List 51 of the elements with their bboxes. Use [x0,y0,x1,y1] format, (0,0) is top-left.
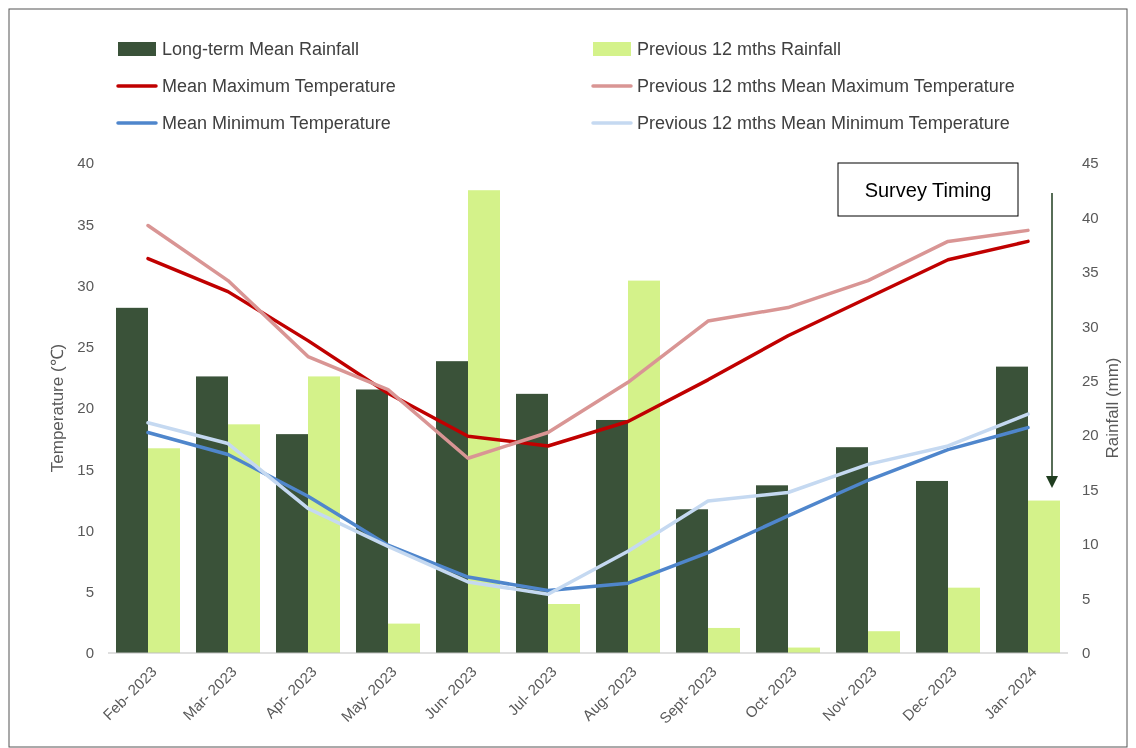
y2-tick-label: 5 [1082,589,1091,607]
y-tick-label: 40 [77,154,94,172]
bar [196,376,228,653]
y2-axis-title: Rainfall (mm) [1103,357,1122,459]
bar [356,389,388,653]
y-tick-label: 20 [77,399,94,417]
bar [628,280,660,653]
bar [548,604,580,653]
bar [868,631,900,653]
y2-tick-label: 0 [1082,644,1091,662]
legend-label: Long-term Mean Rainfall [162,39,360,60]
y2-tick-label: 45 [1082,154,1099,172]
legend-label: Previous 12 mths Mean Maximum Temperature [637,76,1015,97]
y-tick-label: 30 [77,276,94,294]
legend-label: Previous 12 mths Rainfall [637,39,842,60]
bar [276,434,308,653]
y2-tick-label: 25 [1082,372,1099,390]
y-tick-label: 5 [85,583,94,600]
bar [596,419,628,653]
y-tick-label: 0 [85,644,94,662]
bar [836,447,868,653]
bar [756,485,788,653]
y2-tick-label: 20 [1082,426,1099,444]
bar [436,361,468,653]
bar [996,366,1028,653]
bar [708,627,740,653]
y2-tick-label: 40 [1082,208,1099,226]
y2-tick-label: 15 [1082,480,1099,498]
bar [516,393,548,653]
bar [468,190,500,653]
y-tick-label: 35 [77,215,94,233]
y2-tick-label: 10 [1082,535,1099,553]
legend-label: Mean Minimum Temperature [162,113,391,134]
bar [308,376,340,653]
bar [228,424,260,653]
bar [948,587,980,653]
bar [916,480,948,653]
y-tick-label: 10 [77,521,94,539]
bar [116,307,148,653]
y-tick-label: 15 [77,460,94,478]
bar [388,623,420,653]
bar [148,448,180,653]
annotation: Survey Timing [864,179,992,201]
y-axis-title: Temperature (℃) [48,343,67,473]
bar [676,509,708,653]
legend-label: Previous 12 mths Mean Minimum Temperature [637,113,1010,134]
y2-tick-label: 30 [1082,317,1099,335]
y-tick-label: 25 [77,338,94,355]
y2-tick-label: 35 [1082,263,1099,281]
legend-label: Mean Maximum Temperature [162,76,396,97]
bar [1028,500,1060,653]
